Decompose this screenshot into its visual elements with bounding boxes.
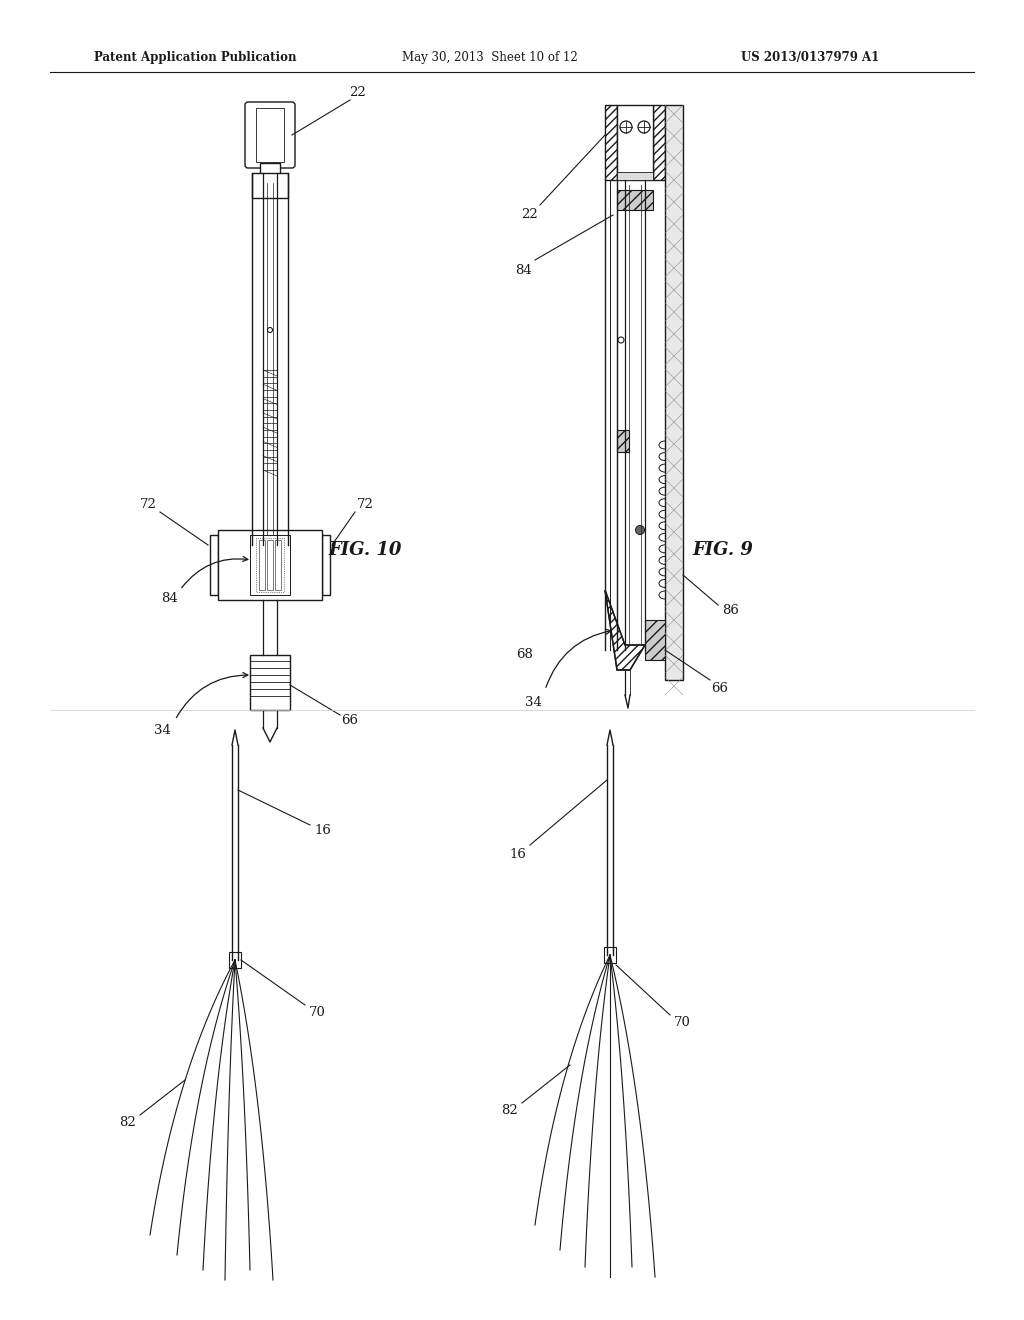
Bar bbox=[605, 106, 617, 180]
Text: 84: 84 bbox=[515, 264, 531, 276]
Text: 22: 22 bbox=[521, 209, 539, 222]
Text: 68: 68 bbox=[516, 648, 534, 661]
Bar bbox=[322, 535, 330, 595]
Text: 16: 16 bbox=[314, 824, 332, 837]
Text: US 2013/0137979 A1: US 2013/0137979 A1 bbox=[741, 50, 880, 63]
Text: 86: 86 bbox=[723, 603, 739, 616]
Text: 70: 70 bbox=[308, 1006, 326, 1019]
Text: May 30, 2013  Sheet 10 of 12: May 30, 2013 Sheet 10 of 12 bbox=[402, 50, 578, 63]
Bar bbox=[260, 162, 280, 176]
Bar bbox=[275, 540, 281, 590]
Bar bbox=[252, 173, 288, 198]
Bar bbox=[617, 172, 653, 180]
Bar bbox=[250, 655, 290, 710]
Text: 72: 72 bbox=[356, 499, 374, 511]
Circle shape bbox=[636, 525, 644, 535]
Text: 70: 70 bbox=[674, 1016, 690, 1030]
Text: 16: 16 bbox=[510, 849, 526, 862]
Text: 82: 82 bbox=[502, 1105, 518, 1118]
Bar bbox=[229, 952, 241, 968]
Bar bbox=[218, 531, 322, 601]
Polygon shape bbox=[605, 590, 645, 671]
Text: 34: 34 bbox=[154, 723, 170, 737]
Bar bbox=[617, 106, 653, 180]
Bar bbox=[210, 535, 218, 595]
Text: 66: 66 bbox=[712, 681, 728, 694]
Bar bbox=[645, 620, 665, 660]
Text: FIG. 9: FIG. 9 bbox=[692, 541, 754, 558]
Text: Patent Application Publication: Patent Application Publication bbox=[94, 50, 296, 63]
Bar bbox=[617, 430, 629, 451]
Text: 82: 82 bbox=[119, 1115, 135, 1129]
Bar bbox=[256, 108, 284, 162]
Bar bbox=[259, 540, 265, 590]
Bar bbox=[665, 106, 683, 680]
Bar bbox=[604, 946, 616, 964]
Text: 22: 22 bbox=[349, 87, 367, 99]
Bar bbox=[256, 539, 284, 591]
Text: 72: 72 bbox=[139, 499, 157, 511]
Bar bbox=[617, 190, 653, 210]
Bar bbox=[267, 540, 273, 590]
Text: 66: 66 bbox=[341, 714, 358, 727]
Bar bbox=[653, 106, 665, 180]
Text: 34: 34 bbox=[524, 696, 542, 709]
Bar bbox=[250, 535, 290, 595]
Text: 84: 84 bbox=[162, 591, 178, 605]
Text: FIG. 10: FIG. 10 bbox=[329, 541, 401, 558]
